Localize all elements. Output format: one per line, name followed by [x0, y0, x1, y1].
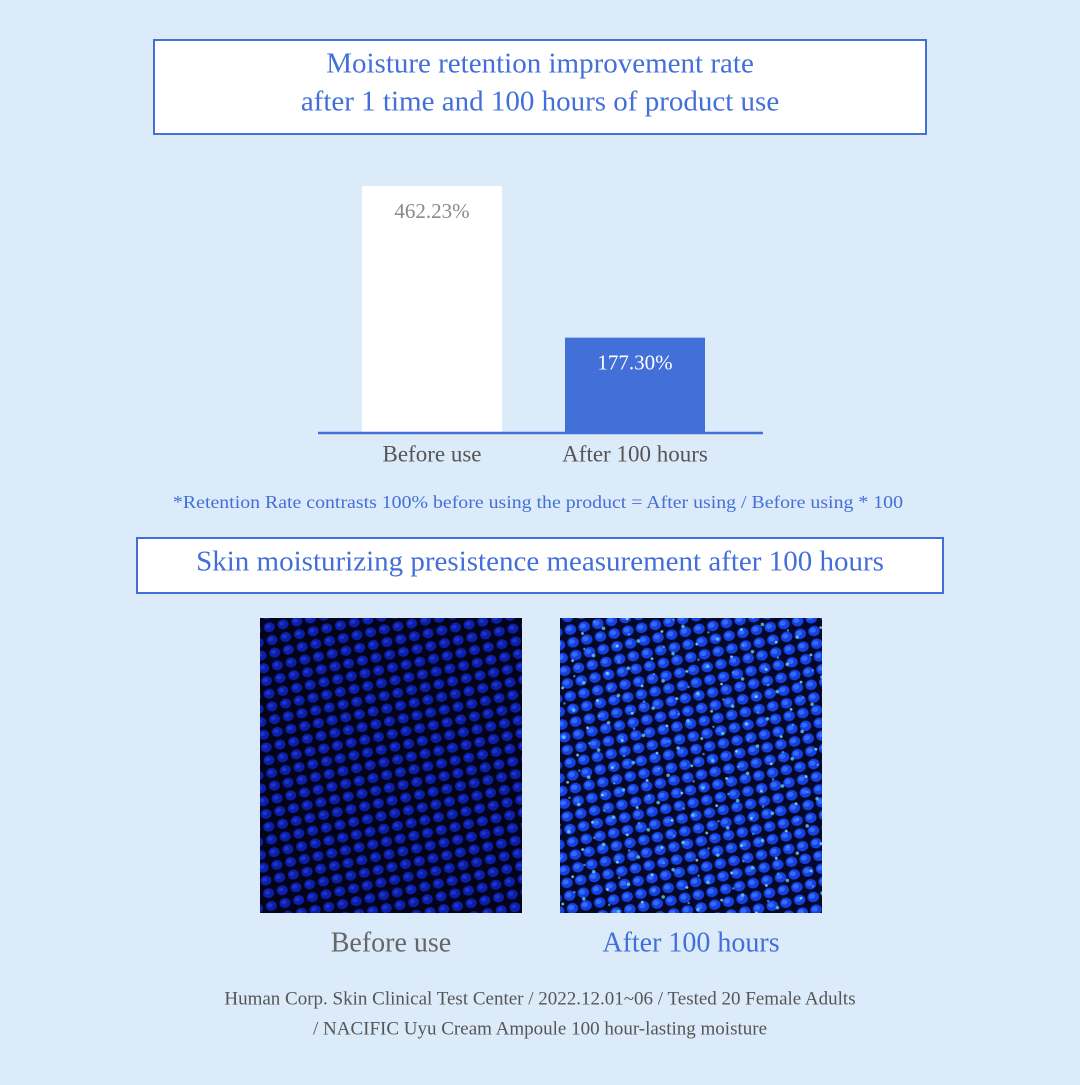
- image-label: Before use: [331, 927, 452, 958]
- footer-line: / NACIFIC Uyu Cream Ampoule 100 hour-las…: [313, 1018, 767, 1039]
- section-box: [136, 537, 944, 594]
- image-label: After 100 hours: [602, 927, 779, 958]
- category-label: Before use: [383, 441, 482, 466]
- category-label: After 100 hours: [562, 441, 708, 466]
- title-line: after 1 time and 100 hours of product us…: [301, 86, 779, 118]
- value-label: 177.30%: [597, 350, 672, 374]
- bar-chart: 462.23% Before use 177.30% After 100 hours: [318, 186, 763, 466]
- title-line: Moisture retention improvement rate: [326, 48, 754, 80]
- value-label: 462.23%: [394, 199, 469, 223]
- section-title: Skin moisturizing presistence measuremen…: [196, 546, 884, 578]
- bar: [362, 186, 502, 432]
- title-box: [153, 39, 927, 135]
- skin-image-highlights: [560, 618, 822, 913]
- skin-image-before: [260, 618, 522, 913]
- footer-line: Human Corp. Skin Clinical Test Center / …: [224, 988, 855, 1009]
- bar: [565, 337, 705, 432]
- footnote: *Retention Rate contrasts 100% before us…: [173, 492, 903, 512]
